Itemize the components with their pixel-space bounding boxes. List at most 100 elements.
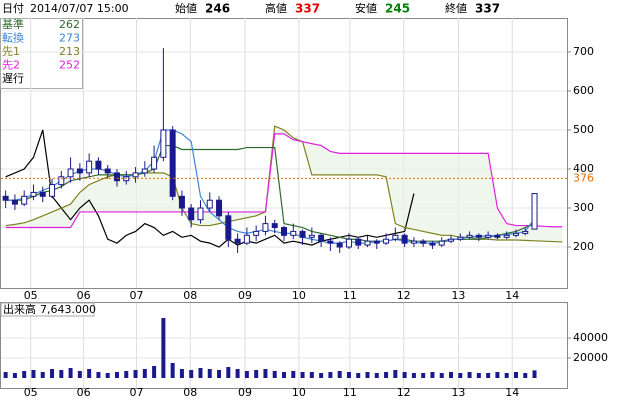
volume-bar <box>337 371 342 378</box>
candle-body <box>262 223 269 232</box>
line-4 <box>5 129 415 248</box>
volume-bar <box>152 366 157 378</box>
price-frame <box>0 18 568 289</box>
x-tick-label: 13 <box>451 386 465 399</box>
candle-body <box>151 156 158 170</box>
volume-bar <box>217 370 222 378</box>
legend-label: 転換 <box>2 32 24 45</box>
volume-bar <box>365 372 370 378</box>
candle-body <box>420 240 427 244</box>
header-value: 245 <box>385 2 410 16</box>
volume-bar <box>50 369 55 378</box>
x-tick-label: 08 <box>183 289 197 302</box>
candle-body <box>197 207 204 221</box>
volume-bar <box>235 369 240 378</box>
volume-bar <box>77 371 82 378</box>
y-tick-label: 500 <box>573 123 594 136</box>
volume-bar <box>31 370 36 378</box>
line-3 <box>5 133 563 229</box>
candle-body <box>178 195 185 209</box>
volume-bar <box>282 372 286 378</box>
volume-frame <box>0 302 568 389</box>
candle-body <box>67 168 74 178</box>
x-tick-label: 07 <box>129 386 143 399</box>
candle-body <box>21 195 28 205</box>
volume-bar <box>124 371 129 378</box>
y-tick-label: 600 <box>573 84 594 97</box>
volume-bar <box>170 363 175 378</box>
volume-bar <box>374 373 379 378</box>
legend-label: 遅行 <box>2 72 24 85</box>
y-tick-label: 20000 <box>573 351 608 364</box>
candle-body <box>216 199 223 217</box>
legend-value: 213 <box>59 45 80 58</box>
candle-body <box>466 234 473 238</box>
volume-bar <box>22 371 27 378</box>
candle-body <box>457 236 464 240</box>
candle-body <box>410 240 417 244</box>
x-tick-label: 12 <box>397 386 411 399</box>
volume-bar <box>40 372 45 378</box>
candle-body <box>243 234 250 244</box>
x-tick-label: 05 <box>24 386 38 399</box>
x-tick-label: 14 <box>505 289 519 302</box>
volume-bar <box>439 373 444 378</box>
volume-bar <box>356 373 361 378</box>
volume-bar <box>87 369 92 378</box>
candle-body <box>39 191 46 197</box>
volume-bar <box>495 372 500 378</box>
candle-body <box>281 227 287 236</box>
volume-bar <box>300 372 305 378</box>
volume-bar <box>486 373 491 378</box>
legend-label: 基準 <box>2 17 24 31</box>
candle-body <box>383 238 390 244</box>
x-tick-label: 10 <box>292 289 306 302</box>
volume-bar <box>513 372 518 378</box>
price-marker-label: 376 <box>573 171 594 184</box>
candle-body <box>475 234 482 238</box>
candle-body <box>86 160 93 174</box>
volume-bar <box>59 370 64 378</box>
header-value: 337 <box>295 2 320 16</box>
candle-body <box>308 234 315 238</box>
candle-body <box>318 234 325 242</box>
candle-body <box>11 199 18 205</box>
candle-body <box>206 199 213 209</box>
legend-label: 先2 <box>2 59 20 72</box>
volume-bar <box>189 370 194 378</box>
candle-body <box>169 129 176 197</box>
candle-body <box>58 176 65 186</box>
volume-bar <box>244 371 249 378</box>
volume-bar <box>504 373 509 378</box>
volume-bar <box>384 372 389 378</box>
candle-body <box>271 223 278 229</box>
x-tick-label: 06 <box>77 386 91 399</box>
candle-body <box>141 168 148 174</box>
x-tick-label: 11 <box>343 386 357 399</box>
volume-bar <box>226 367 231 378</box>
x-tick-label: 06 <box>77 289 91 302</box>
volume-bar <box>291 371 296 378</box>
candle-body <box>225 215 232 240</box>
volume-bar <box>272 371 277 378</box>
volume-bar <box>161 318 166 378</box>
volume-bar <box>346 372 351 378</box>
candle-body <box>401 234 408 244</box>
candle-body <box>503 234 510 238</box>
x-tick-label: 11 <box>343 289 357 302</box>
date-label: 日付 <box>2 2 24 15</box>
volume-bar <box>198 368 203 378</box>
x-tick-label: 12 <box>397 289 411 302</box>
legend-value: 273 <box>59 32 80 45</box>
candle-body <box>188 207 195 221</box>
header-label: 始値 <box>175 1 197 15</box>
candle-body <box>485 234 492 238</box>
volume-bar <box>467 372 472 378</box>
candle-body <box>355 238 362 246</box>
candle-body <box>345 238 352 248</box>
legend-label: 先1 <box>2 45 20 58</box>
volume-bar <box>532 370 537 378</box>
candle-body <box>30 191 37 197</box>
date: 2014/07/07 15:00 <box>30 2 129 15</box>
